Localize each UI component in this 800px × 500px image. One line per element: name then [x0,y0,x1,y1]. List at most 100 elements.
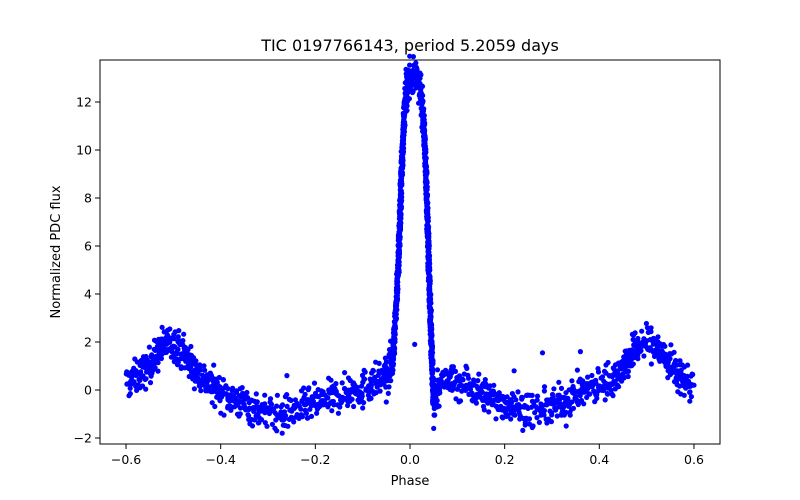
data-point [269,421,275,427]
data-point [239,385,245,391]
data-point [155,360,161,366]
data-point [621,374,627,380]
outlier-point [530,423,536,429]
data-point [513,397,519,403]
data-point [504,394,510,400]
data-point [345,402,351,409]
outlier-point [620,358,626,364]
data-point [362,376,368,382]
data-point [221,412,227,418]
data-point [548,419,555,425]
data-point [643,338,649,344]
data-point [457,398,464,404]
data-point [237,411,243,417]
data-point [526,416,533,422]
data-point [421,106,427,112]
data-point [536,419,543,425]
data-point [394,292,400,298]
data-point [414,66,420,72]
y-tick-label: 12 [76,95,92,110]
data-points [123,53,697,436]
data-point [191,386,197,392]
data-point [398,178,404,184]
data-point [570,405,577,411]
data-point [667,356,673,362]
data-point [407,62,413,68]
data-point [376,360,382,366]
data-point [284,392,290,398]
data-point [534,415,540,421]
data-point [450,364,456,370]
data-point [377,388,383,394]
data-point [436,403,442,409]
data-point [473,400,479,406]
data-point [419,83,426,89]
data-point [328,377,334,383]
data-point [127,385,133,391]
data-point [254,399,260,405]
data-point [690,371,696,378]
data-point [274,392,280,398]
data-point [419,97,425,103]
data-point [212,403,218,410]
data-point [311,380,318,386]
x-axis-label: Phase [391,474,430,489]
data-point [396,233,402,240]
data-point [426,233,432,239]
data-point [291,419,297,425]
data-point [329,408,335,414]
data-point [333,381,339,387]
data-point [630,361,636,367]
plot-area-frame [99,59,721,445]
data-point [429,360,435,366]
data-point [175,334,181,340]
data-point [460,377,466,383]
data-point [314,410,320,416]
data-point [605,359,611,366]
data-point [230,385,236,391]
data-point [394,285,400,291]
data-point [262,401,268,407]
data-point [209,400,215,406]
data-point [638,348,644,354]
data-point [394,296,401,302]
data-point [425,205,431,211]
data-point [385,390,391,396]
data-point [563,409,569,415]
data-point [625,368,632,374]
data-point [359,391,365,397]
data-point [237,405,243,411]
outlier-point [577,349,584,355]
data-point [512,412,518,418]
data-point [253,391,259,397]
data-point [383,359,389,365]
data-point [486,409,492,415]
data-point [565,395,571,401]
y-tick-label: 8 [84,191,92,206]
data-point [288,397,294,403]
data-point [688,394,695,400]
data-point [359,383,365,389]
data-point [424,179,430,186]
data-point [569,378,575,384]
data-point [550,395,556,401]
data-point [434,367,441,373]
data-point [673,357,679,364]
data-point [143,386,149,392]
data-point [567,412,573,418]
data-point [399,153,405,159]
data-point [390,367,396,373]
data-point [554,413,560,419]
data-point [541,388,548,394]
data-point [339,380,345,386]
data-point [399,182,405,188]
data-point [264,423,270,429]
data-point [274,428,280,434]
outlier-point [360,405,366,411]
data-point [475,378,481,384]
data-point [691,382,697,388]
data-point [303,410,309,416]
data-point [625,373,631,380]
data-point [310,398,317,405]
data-point [509,399,515,405]
